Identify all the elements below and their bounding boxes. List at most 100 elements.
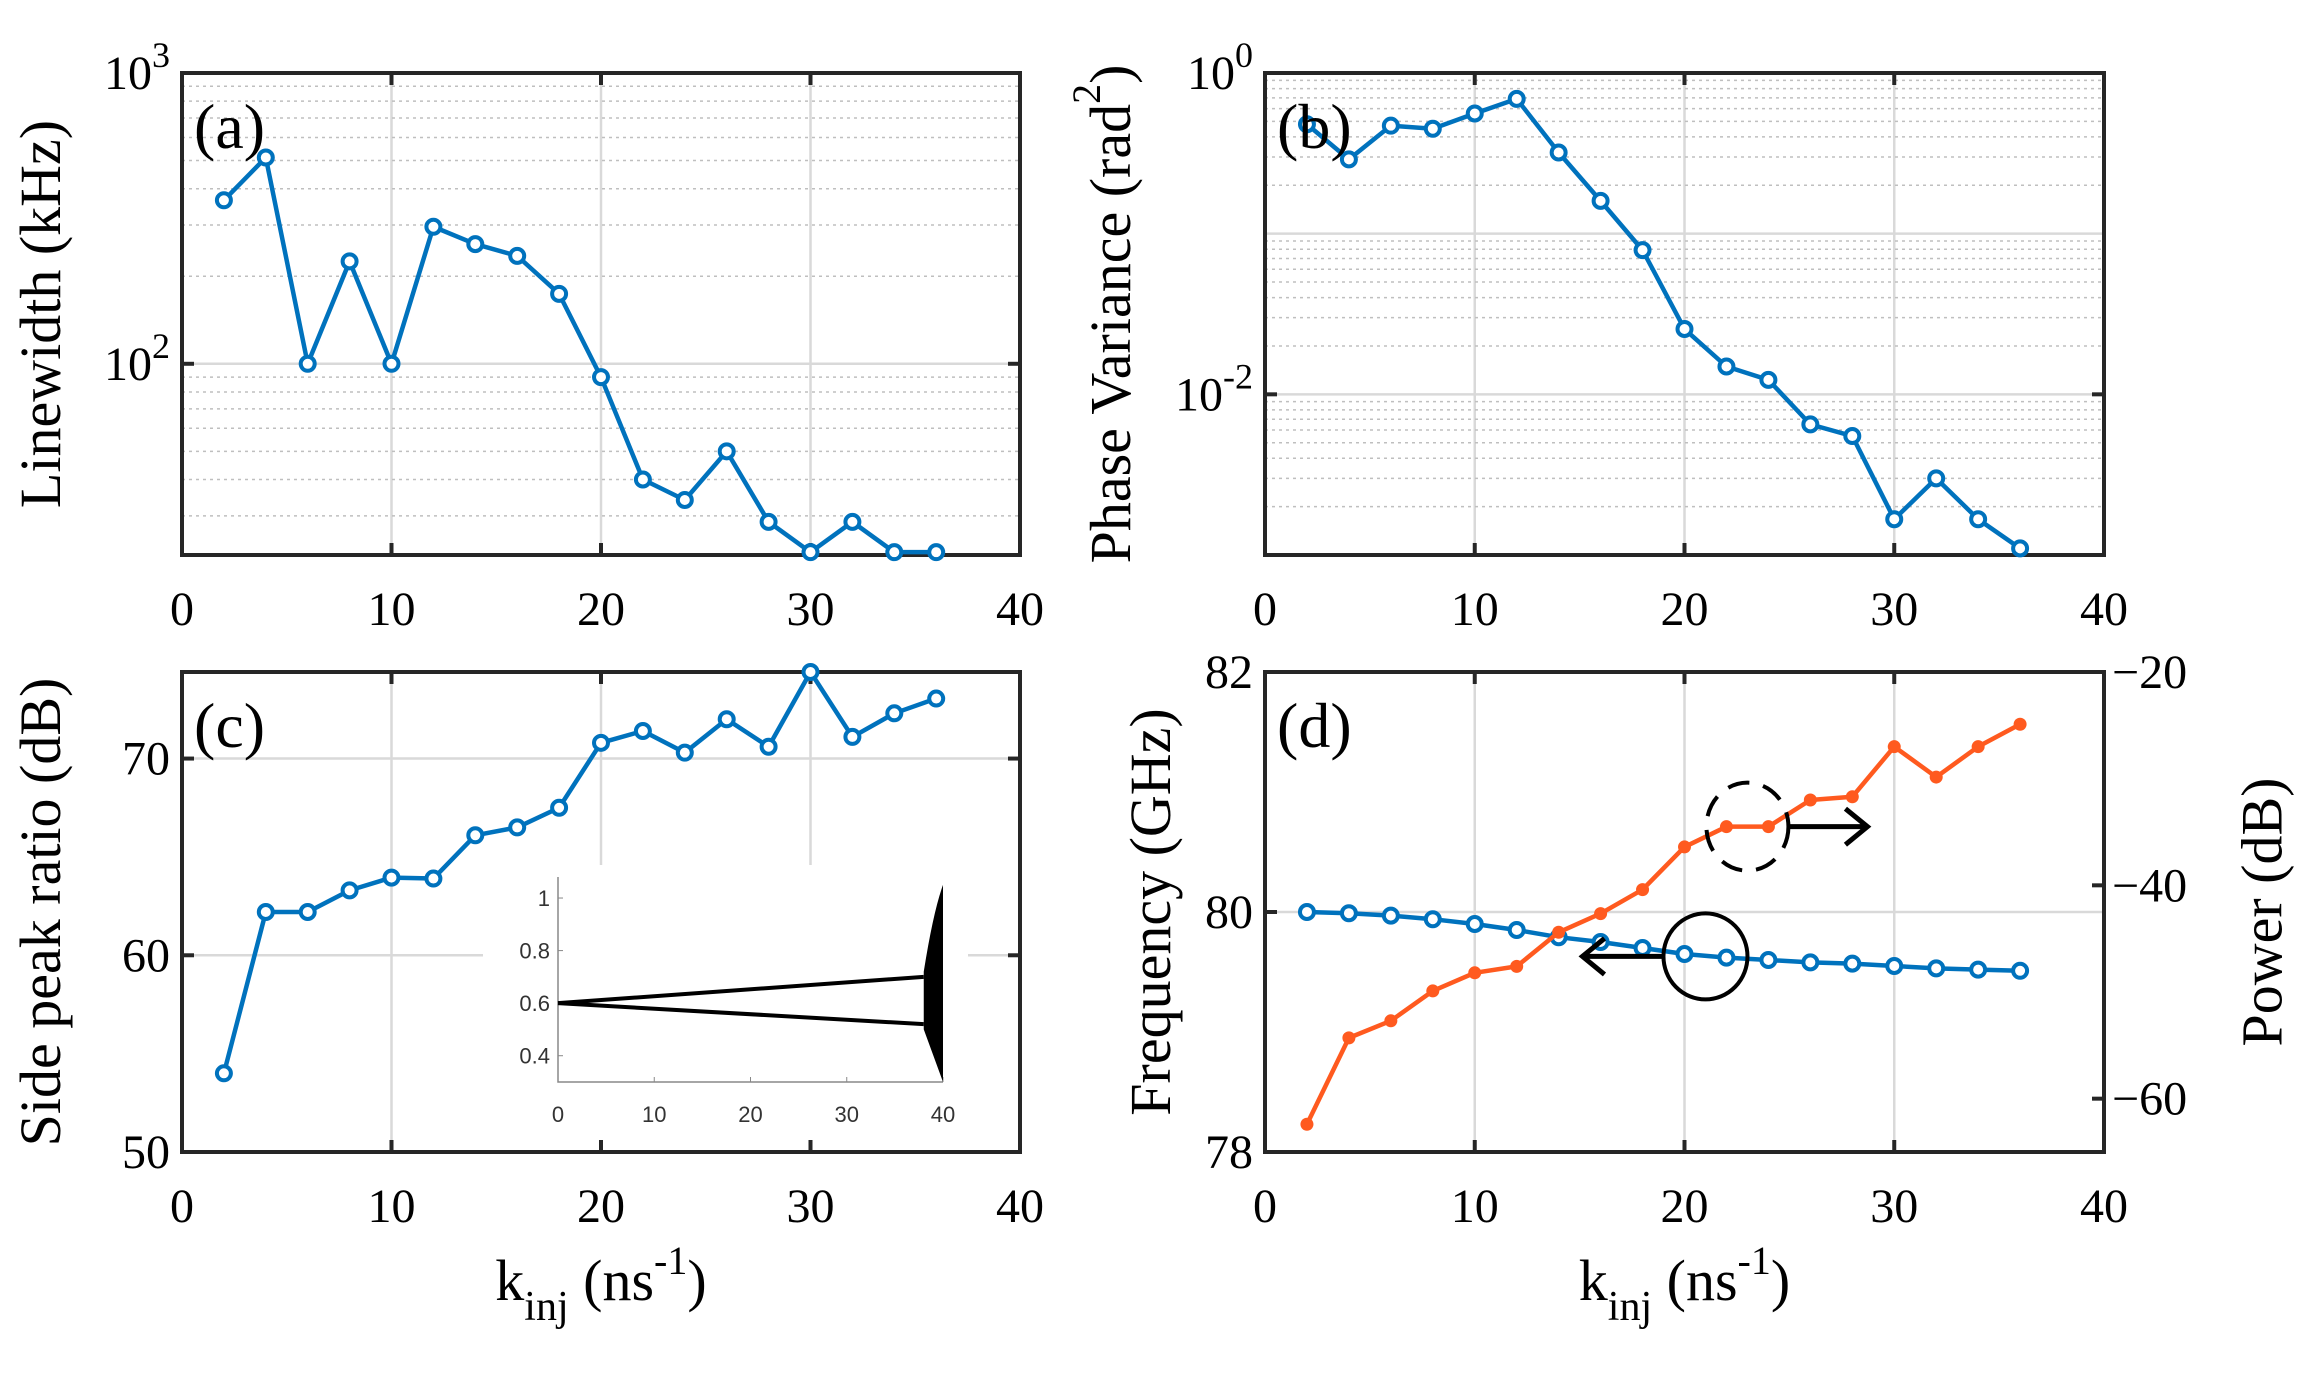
- x-tick-label: 40: [996, 1180, 1044, 1233]
- x-tick-label: 20: [577, 583, 625, 636]
- x-label-superscript: -1: [1738, 1238, 1771, 1283]
- x-tick-label: 10: [1451, 583, 1499, 636]
- data-point: [1801, 953, 1820, 972]
- x-tick-label: 10: [1451, 1180, 1499, 1233]
- data-point: [256, 903, 275, 921]
- y-label-superscript: 2: [1064, 84, 1109, 104]
- y-tick-label: 50: [122, 1126, 170, 1179]
- data-point: [1426, 984, 1440, 998]
- data-point: [1381, 906, 1400, 925]
- data-point: [885, 543, 904, 562]
- y-axis-label: Side peak ratio (dB): [8, 678, 73, 1147]
- data-point: [1719, 820, 1733, 834]
- data-point: [675, 743, 694, 762]
- x-label-end: ): [687, 1248, 706, 1313]
- series-line-power: [1304, 722, 2022, 1126]
- tick-exponent: -2: [1223, 356, 1253, 396]
- data-point: [2013, 717, 2027, 731]
- y-axis-label: Linewidth (kHz): [8, 120, 73, 508]
- data-point: [801, 543, 820, 562]
- x-axis-label: kinj (ns-1): [1579, 1238, 1790, 1330]
- panel-label: (b): [1277, 91, 1352, 162]
- data-point: [1759, 951, 1778, 969]
- data-point: [424, 869, 443, 888]
- data-point: [382, 354, 401, 373]
- x-tick-label: 10: [368, 583, 416, 636]
- y-label-text: Frequency (GHz): [1118, 708, 1183, 1115]
- data-point: [2011, 539, 2030, 558]
- data-point: [298, 903, 317, 921]
- panel-label: (d): [1277, 690, 1352, 761]
- data-point: [466, 826, 485, 845]
- y-tick-label: 70: [122, 733, 170, 786]
- tick-base: 10: [104, 338, 152, 391]
- data-point: [1761, 820, 1775, 834]
- tick-base: 10: [1175, 368, 1223, 421]
- data-point: [382, 868, 401, 887]
- data-point: [1423, 910, 1442, 929]
- panel-label: (c): [194, 690, 265, 761]
- data-point: [1717, 948, 1736, 967]
- x-tick-label: 20: [577, 1180, 625, 1233]
- tick-exponent: 3: [152, 35, 170, 75]
- data-point: [1297, 115, 1316, 134]
- y-tick-label: 82: [1205, 646, 1253, 699]
- right-y-tick-label: −60: [2112, 1073, 2187, 1126]
- data-point: [717, 710, 736, 729]
- inset-branch: [557, 974, 924, 1006]
- data-point: [1510, 959, 1524, 973]
- left-arrow-icon: [1578, 936, 1664, 977]
- data-point: [1507, 921, 1526, 939]
- data-point: [508, 818, 527, 837]
- data-point: [466, 235, 485, 254]
- data-point: [1678, 840, 1691, 854]
- data-point: [885, 704, 904, 723]
- x-label-end: ): [1771, 1248, 1790, 1313]
- data-point: [1969, 510, 1988, 529]
- data-point: [675, 491, 694, 510]
- data-point: [1594, 907, 1608, 921]
- data-point: [214, 191, 233, 210]
- data-point: [1971, 740, 1985, 754]
- data-point: [1342, 1031, 1356, 1045]
- data-point: [717, 442, 736, 461]
- data-point: [1675, 320, 1694, 339]
- x-tick-label: 30: [787, 583, 835, 636]
- data-point: [1549, 143, 1568, 162]
- data-point: [1339, 150, 1358, 169]
- data-point: [1929, 770, 1943, 784]
- x-tick-label: 10: [368, 1180, 416, 1233]
- x-label-subscript: inj: [524, 1284, 568, 1330]
- data-point: [1885, 510, 1904, 529]
- y-label-text: Side peak ratio (dB): [8, 678, 73, 1147]
- data-point: [298, 354, 317, 373]
- tick-base: 10: [1187, 47, 1235, 100]
- y-tick-label: 60: [122, 929, 170, 982]
- x-tick-label: 0: [1253, 583, 1277, 636]
- data-point: [633, 722, 652, 741]
- x-tick-label: 0: [170, 1180, 194, 1233]
- inset-background: [483, 865, 968, 1140]
- data-point: [550, 798, 569, 817]
- x-tick-label: 20: [1661, 583, 1709, 636]
- x-label-subscript: inj: [1608, 1284, 1652, 1330]
- x-label-text: k: [1579, 1248, 1608, 1313]
- y-tick-label: 10-2: [1175, 356, 1253, 421]
- data-point: [592, 368, 610, 387]
- inset-x-tick-label: 30: [835, 1102, 859, 1127]
- y-tick-label: 78: [1205, 1126, 1253, 1179]
- inset-y-tick-label: 0.4: [519, 1044, 550, 1069]
- inset-x-tick-label: 0: [552, 1102, 564, 1127]
- y-tick-label: 103: [104, 35, 170, 100]
- data-point: [1507, 89, 1526, 108]
- data-point: [592, 733, 610, 752]
- data-point: [1675, 945, 1694, 963]
- data-point: [1297, 903, 1316, 921]
- y-axis-label: Phase Variance (rad2): [1064, 65, 1143, 564]
- inset-x-tick-label: 10: [642, 1102, 666, 1127]
- data-point: [1339, 904, 1358, 923]
- panel-d: 0 10 20 30 40 78 80 82 −60 −40 −20 (d) Frequency (GH…: [1118, 646, 2295, 1330]
- data-point: [1381, 116, 1400, 135]
